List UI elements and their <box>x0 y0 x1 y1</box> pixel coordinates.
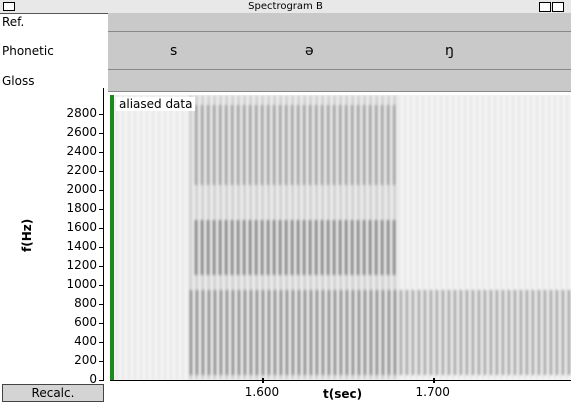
y-tick-label: 1000 <box>40 277 97 291</box>
annotation: aliased data <box>116 97 195 111</box>
tier-item: ə <box>305 32 314 70</box>
tier-label: Phonetic <box>2 32 54 70</box>
tier-row <box>108 13 571 32</box>
minimize-button[interactable] <box>539 2 551 12</box>
tier-row <box>108 32 571 70</box>
tier-row <box>108 70 571 92</box>
tier-item: ŋ <box>445 32 454 70</box>
y-tick-label: 2600 <box>40 125 97 139</box>
y-tick <box>99 152 104 153</box>
y-tick-label: 2400 <box>40 144 97 158</box>
y-tick-label: 2800 <box>40 106 97 120</box>
tier-item: s <box>170 32 177 70</box>
y-tick-label: 600 <box>40 315 97 329</box>
x-axis <box>110 380 571 381</box>
y-tick-label: 400 <box>40 334 97 348</box>
y-tick <box>99 190 104 191</box>
y-tick <box>99 209 104 210</box>
y-tick <box>99 171 104 172</box>
spectrogram-window: Spectrogram B aliased data f(Hz) t(sec) … <box>0 0 571 405</box>
cursor-line <box>110 95 114 380</box>
y-tick <box>99 266 104 267</box>
y-tick <box>99 228 104 229</box>
x-tick-label: 1.600 <box>242 385 282 399</box>
y-tick <box>99 342 104 343</box>
y-axis <box>103 88 104 380</box>
title-bar: Spectrogram B <box>0 0 571 14</box>
x-tick-label: 1.700 <box>413 385 453 399</box>
y-tick <box>99 380 104 381</box>
recalc-button[interactable]: Recalc. <box>2 384 104 402</box>
y-axis-label: f(Hz) <box>20 219 34 252</box>
y-tick <box>99 323 104 324</box>
y-tick-label: 1800 <box>40 201 97 215</box>
y-tick <box>99 304 104 305</box>
y-tick-label: 200 <box>40 353 97 367</box>
low-band <box>190 290 571 375</box>
y-tick <box>99 114 104 115</box>
y-tick <box>99 285 104 286</box>
x-tick <box>433 378 435 383</box>
formant-band <box>195 105 395 185</box>
spectrogram-plot: aliased data <box>110 95 571 380</box>
tier-label: Gloss <box>2 70 34 92</box>
y-tick-label: 1200 <box>40 258 97 272</box>
y-tick <box>99 361 104 362</box>
x-axis-label: t(sec) <box>323 387 362 401</box>
y-tick-label: 800 <box>40 296 97 310</box>
y-tick-label: 2200 <box>40 163 97 177</box>
window-title: Spectrogram B <box>0 0 571 13</box>
y-tick-label: 1400 <box>40 239 97 253</box>
y-tick <box>99 133 104 134</box>
x-tick <box>262 378 264 383</box>
tier-label: Ref. <box>2 13 24 32</box>
y-tick-label: 0 <box>40 372 97 386</box>
y-tick-label: 1600 <box>40 220 97 234</box>
y-tick <box>99 247 104 248</box>
formant-band <box>195 220 395 275</box>
y-tick-label: 2000 <box>40 182 97 196</box>
maximize-button[interactable] <box>552 2 564 12</box>
